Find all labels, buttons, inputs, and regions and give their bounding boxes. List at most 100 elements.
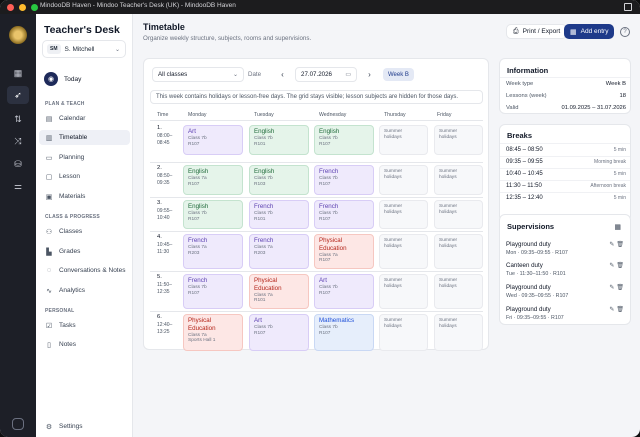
lesson-class: Class 7b xyxy=(254,324,273,330)
info-row-week-type: Week type Week B xyxy=(506,81,626,87)
lesson-cell[interactable]: English Class 7b R103 xyxy=(249,165,309,195)
add-entry-label: Add entry xyxy=(580,28,609,35)
holiday-line-2: holidays xyxy=(439,284,457,290)
rocket-icon[interactable]: ➶ xyxy=(7,86,29,104)
nav-planning[interactable]: ▭ Planning xyxy=(39,150,130,165)
holiday-cell: Summer holidays xyxy=(379,314,428,351)
calendar-icon[interactable]: ▦ xyxy=(614,224,621,231)
nav-lesson[interactable]: ▢ Lesson xyxy=(39,169,130,184)
edit-delete-icons[interactable]: ✎🗑 xyxy=(609,307,626,313)
help-icon[interactable]: ? xyxy=(620,27,630,37)
shuffle-icon[interactable]: ⤨ xyxy=(14,135,22,146)
lesson-room: R203 xyxy=(254,250,266,256)
minimize-window-button[interactable] xyxy=(19,3,26,11)
lesson-subject: French xyxy=(254,237,274,244)
lesson-room: R107 xyxy=(319,258,331,264)
window-sidebar-icon[interactable] xyxy=(624,3,632,11)
maximize-window-button[interactable] xyxy=(31,3,38,11)
nav-notes[interactable]: ▯ Notes xyxy=(39,337,130,352)
nav-grades[interactable]: ▙ Grades xyxy=(39,244,130,259)
next-week-button[interactable]: › xyxy=(368,70,371,79)
user-selector[interactable]: SM S. Mitchell ⌄ xyxy=(42,40,126,58)
breaks-title: Breaks xyxy=(507,131,533,140)
nav-calendar[interactable]: ▤ Calendar xyxy=(39,111,130,126)
lesson-subject: English xyxy=(254,168,275,175)
date-input[interactable]: 27.07.2026 ▭ xyxy=(295,67,357,82)
sync-icon[interactable]: ⇅ xyxy=(14,113,22,124)
info-value: 18 xyxy=(619,93,626,99)
nav-lesson-label: Lesson xyxy=(59,173,80,180)
nav-settings[interactable]: ⚙ Settings xyxy=(39,419,130,434)
break-row: 09:35 – 09:55 Morning break xyxy=(506,159,626,165)
nav-materials[interactable]: ▣ Materials xyxy=(39,189,130,204)
close-window-button[interactable] xyxy=(7,3,14,11)
lesson-cell[interactable]: French Class 7b R107 xyxy=(314,200,374,229)
holiday-cell: Summer holidays xyxy=(379,274,428,309)
print-export-button[interactable]: ⎙ Print / Export xyxy=(506,24,568,39)
lesson-cell[interactable]: French Class 7a R203 xyxy=(249,234,309,269)
lesson-cell[interactable]: English Class 7a R107 xyxy=(183,165,243,195)
nav-conversations[interactable]: ◌ Conversations & Notes xyxy=(39,263,130,278)
add-entry-button[interactable]: ▦ Add entry xyxy=(564,24,615,39)
lesson-cell[interactable]: French Class 7b R107 xyxy=(314,165,374,195)
nav-timetable[interactable]: ▥ Timetable xyxy=(39,130,130,145)
divider xyxy=(500,156,630,157)
holiday-line-1: Summer xyxy=(439,278,458,283)
lesson-subject: English xyxy=(188,168,209,175)
classes-icon: ⚇ xyxy=(45,228,53,236)
nav-tasks[interactable]: ☑ Tasks xyxy=(39,318,130,333)
lesson-cell[interactable]: French Class 7b R101 xyxy=(249,200,309,229)
lesson-cell[interactable]: English Class 7b R107 xyxy=(314,125,374,155)
lesson-cell[interactable]: English Class 7b R107 xyxy=(183,200,243,229)
chat-icon: ◌ xyxy=(46,267,52,274)
prev-week-button[interactable]: ‹ xyxy=(281,70,284,79)
row-divider xyxy=(150,162,483,163)
lesson-cell[interactable]: Art Class 7b R107 xyxy=(183,125,243,155)
edit-delete-icons[interactable]: ✎🗑 xyxy=(609,263,626,269)
lesson-class: Class 7b xyxy=(188,284,207,290)
sliders-icon[interactable]: ⚌ xyxy=(13,180,23,191)
lesson-cell[interactable]: Art Class 7b R107 xyxy=(249,314,309,351)
nav-today[interactable]: ◉ Today xyxy=(44,72,81,86)
holiday-cell: Summer holidays xyxy=(379,165,428,195)
holiday-line-1: Summer xyxy=(384,278,403,283)
dashboard-icon[interactable]: ▦ xyxy=(13,67,23,78)
supervision-row: Playground duty Fri · 09:35–09:55 · R107 ✎… xyxy=(506,306,626,321)
lesson-cell[interactable]: English Class 7b R101 xyxy=(249,125,309,155)
nav-classes-label: Classes xyxy=(59,228,83,235)
breaks-card: Breaks 08:45 – 08:50 5 min 09:35 – 09:55 M… xyxy=(499,124,631,222)
holiday-cell: Summer holidays xyxy=(434,125,483,155)
nav-settings-label: Settings xyxy=(59,423,83,430)
edit-delete-icons[interactable]: ✎🗑 xyxy=(609,242,626,248)
database-icon[interactable]: ⛁ xyxy=(14,158,22,169)
holiday-line-1: Summer xyxy=(384,318,403,323)
lesson-cell[interactable]: French Class 7a R203 xyxy=(183,234,243,269)
lesson-cell[interactable]: French Class 7b R107 xyxy=(183,274,243,309)
info-label: Lessons (week) xyxy=(506,93,547,99)
tasks-icon: ☑ xyxy=(45,322,53,330)
lesson-room: Sports Hall 1 xyxy=(188,338,216,344)
lesson-cell[interactable]: Art Class 7b R107 xyxy=(314,274,374,309)
nav-classes[interactable]: ⚇ Classes xyxy=(39,224,130,239)
break-time: 09:35 – 09:55 xyxy=(506,159,543,165)
lesson-subject: Physical Education xyxy=(188,317,216,332)
lesson-class: Class 7b xyxy=(319,135,338,141)
lesson-subject: French xyxy=(319,168,339,175)
sidebar-toggle-icon[interactable] xyxy=(12,418,24,430)
period-end: 08:45 xyxy=(157,139,170,146)
lesson-cell[interactable]: Physical Education Class 7a R107 xyxy=(314,234,374,269)
period-label: 4. 10:45– 11:30 xyxy=(157,234,172,255)
break-time: 11:30 – 11:50 xyxy=(506,183,542,189)
row-divider xyxy=(150,197,483,198)
lesson-cell[interactable]: Mathematics Class 7b R107 xyxy=(314,314,374,351)
edit-delete-icons[interactable]: ✎🗑 xyxy=(609,285,626,291)
class-select[interactable]: All classes ⌄ xyxy=(152,67,244,82)
lesson-cell[interactable]: Physical Education Class 7a R101 xyxy=(249,274,309,309)
break-row: 08:45 – 08:50 5 min xyxy=(506,147,626,153)
holiday-cell: Summer holidays xyxy=(434,165,483,195)
nav-analytics[interactable]: ∿ Analytics xyxy=(39,283,130,298)
lesson-cell[interactable]: Physical Education Class 7a Sports Hall 1 xyxy=(183,314,243,351)
calendar-icon: ▤ xyxy=(45,115,53,123)
lesson-subject: English xyxy=(319,128,340,135)
divider xyxy=(500,180,630,181)
